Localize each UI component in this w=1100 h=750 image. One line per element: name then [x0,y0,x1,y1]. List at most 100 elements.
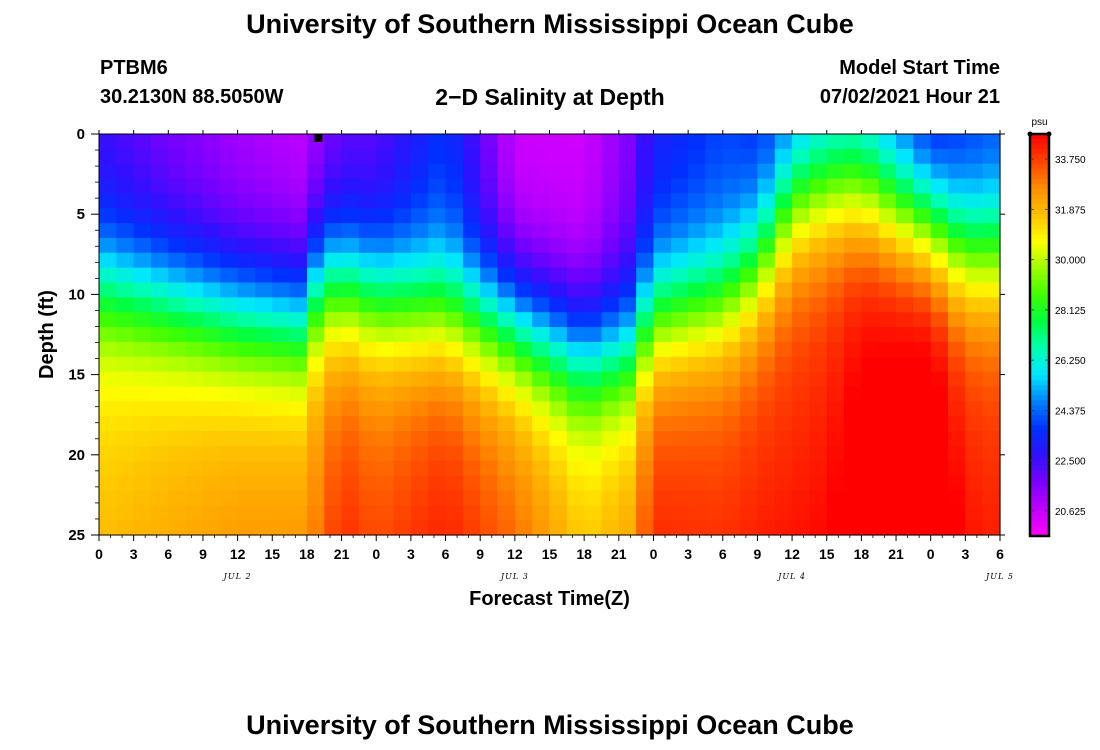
heatmap-cell [306,237,325,254]
heatmap-cell [896,148,914,165]
heatmap-cell [982,237,1001,254]
heatmap-cell [722,223,741,239]
colorbar-tick-label: 26.250 [1055,356,1086,367]
heatmap-cell [254,341,273,358]
heatmap-cell [497,208,516,224]
heatmap-cell [705,445,724,462]
heatmap-cell [982,148,1001,165]
heatmap-cell [774,505,793,521]
heatmap-cell [757,341,776,358]
heatmap-cell [393,460,412,477]
heatmap-cell [896,297,914,313]
heatmap-cell [358,401,377,417]
heatmap-cell [809,282,828,298]
heatmap-cell [670,416,689,432]
heatmap-cell [272,356,291,373]
colorbar-segment [1030,299,1049,306]
heatmap-cell [445,371,464,388]
heatmap-cell [809,356,828,373]
heatmap-cell [497,312,516,328]
y-tick-label: 15 [68,367,85,384]
heatmap-cell [462,134,481,150]
heatmap-cell [462,401,481,417]
heatmap-cell [618,223,637,239]
heatmap-cell [948,312,966,328]
heatmap-cell [809,490,828,506]
heatmap-cell [549,445,568,462]
heatmap-cell [514,237,533,254]
heatmap-cell [445,252,464,269]
heatmap-cell [618,445,637,462]
heatmap-cell [653,134,672,150]
heatmap-cell [150,282,169,298]
heatmap-cell [601,193,620,209]
heatmap-cell [913,267,932,284]
heatmap-cell [445,416,464,432]
heatmap-cell [566,148,585,165]
heatmap-cell [376,134,395,150]
heatmap-cell [774,193,793,209]
heatmap-cell [480,208,499,224]
heatmap-cell [514,223,533,239]
heatmap-cell [358,371,377,388]
heatmap-cell [445,312,464,328]
heatmap-cell [324,445,343,462]
colorbar-segment [1030,450,1049,457]
heatmap-cell [930,312,949,328]
heatmap-cell [99,178,117,195]
heatmap-cell [445,223,464,239]
heatmap-cell [514,386,533,402]
heatmap-cell [99,386,117,402]
heatmap-cell [774,416,793,432]
colorbar-segment [1030,405,1049,411]
heatmap-cell [549,327,568,343]
heatmap-cell [99,252,117,269]
heatmap-cell [237,223,256,239]
colorbar-segment [1030,244,1049,251]
heatmap-cell [462,431,481,447]
heatmap-cell [480,312,499,328]
heatmap-cell [116,252,135,269]
heatmap-cell [410,252,429,269]
heatmap-cell [393,134,412,150]
heatmap-cell [254,178,273,195]
heatmap-cell [757,178,776,195]
heatmap-cell [809,341,828,358]
heatmap-cell [757,505,776,521]
heatmap-cell [965,431,984,447]
heatmap-cell [722,445,741,462]
heatmap-cell [601,341,620,358]
heatmap-cell [792,134,811,150]
heatmap-cell [289,178,308,195]
heatmap-cell [740,371,759,388]
heatmap-cell [601,282,620,298]
heatmap-cell [116,386,135,402]
heatmap-cell [740,163,759,180]
heatmap-cell [514,312,533,328]
heatmap-cell [826,341,845,358]
heatmap-cell [532,460,551,477]
heatmap-cell [237,431,256,447]
heatmap-cell [705,282,724,298]
heatmap-cell [116,223,135,239]
heatmap-cell [462,416,481,432]
heatmap-cell [861,282,880,298]
heatmap-cell [618,460,637,477]
heatmap-cell [428,148,447,165]
heatmap-cell [965,297,984,313]
heatmap-cell [826,520,845,536]
heatmap-cell [688,431,707,447]
heatmap-cell [948,520,966,536]
colorbar-segment [1030,324,1049,331]
heatmap-cell [99,134,117,150]
heatmap-cell [670,148,689,165]
heatmap-cell [289,297,308,313]
heatmap-cell [636,282,655,298]
heatmap-cell [133,267,152,284]
heatmap-cell [566,356,585,373]
x-tick-label: 18 [854,546,870,562]
heatmap-cell [896,490,914,506]
heatmap-cell [653,401,672,417]
heatmap-cell [670,223,689,239]
heatmap-cell [722,193,741,209]
